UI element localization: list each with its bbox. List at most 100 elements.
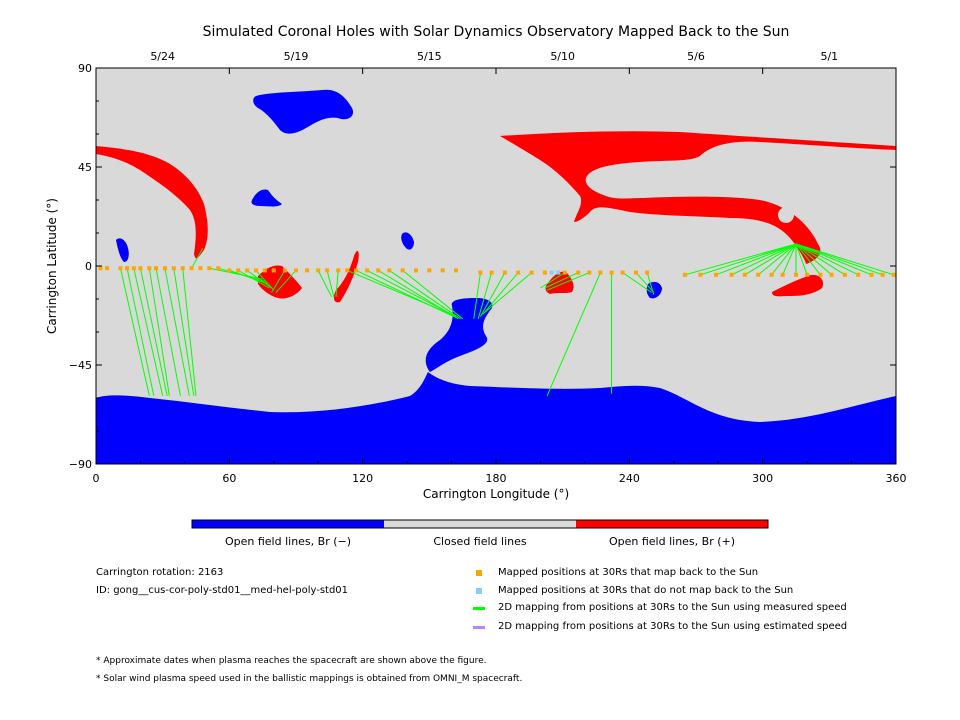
colorbar-open-negative [192, 520, 384, 528]
measured-mapping-line [546, 272, 601, 396]
mapped-position-point [542, 270, 547, 275]
line-marker-icon [473, 607, 485, 610]
mapped-position-point [620, 270, 625, 275]
x-tick-label: 360 [886, 472, 907, 485]
measured-speed-mapping-lines [119, 243, 894, 396]
top-date-axis: 5/24 5/19 5/15 5/10 5/6 5/1 [150, 50, 838, 63]
mapped-positions [98, 266, 896, 277]
measured-mapping-line [795, 243, 821, 276]
measured-mapping-line [326, 270, 335, 297]
mapped-position-point [198, 266, 203, 271]
positive-lobe-east [772, 274, 824, 297]
mapped-position-point [147, 266, 152, 271]
x-axis-label: Carrington Longitude (°) [423, 487, 569, 501]
mapped-position-point [271, 268, 276, 273]
mapped-position-point [227, 268, 232, 273]
colorbar-frame [191, 519, 769, 529]
measured-mapping-line [635, 272, 655, 293]
measured-mapping-line [795, 243, 846, 276]
mapped-position-point [138, 266, 143, 271]
mapped-position-point [282, 268, 287, 273]
legend-label: 2D mapping from positions at 30Rs to the… [498, 621, 848, 632]
measured-mapping-line [731, 243, 797, 276]
mapped-position-point [489, 270, 494, 275]
top-date-label: 5/15 [417, 50, 442, 63]
measured-mapping-line [795, 243, 808, 275]
mapped-position-point [780, 272, 785, 277]
measured-mapping-line [700, 243, 797, 276]
measured-mapping-line [317, 270, 333, 298]
mapped-position-point [189, 266, 194, 271]
x-tick-label: 120 [352, 472, 373, 485]
mapped-position-point [609, 270, 614, 275]
mapped-position-point [98, 266, 103, 271]
mapped-position-point [842, 272, 847, 277]
mapped-position-point [354, 268, 358, 273]
measured-mapping-line [133, 268, 164, 396]
mapped-position-point [131, 266, 136, 271]
mapped-position-point [829, 272, 834, 277]
mapped-position-point [516, 270, 521, 275]
plot-area [96, 68, 896, 464]
measured-mapping-line [377, 269, 459, 320]
positive-hole-small-2 [333, 250, 359, 303]
mapped-position-point [714, 272, 718, 277]
mapped-position-point [698, 272, 703, 277]
mapped-position-point [454, 268, 458, 273]
mapped-position-point [216, 266, 221, 271]
measured-mapping-line [275, 270, 297, 293]
measured-mapping-line [484, 272, 532, 313]
measured-mapping-line [744, 243, 797, 276]
small-coronal-hole-1 [251, 189, 282, 207]
x-tick-label: 0 [93, 472, 100, 485]
mapped-position-point [262, 268, 267, 273]
top-date-label: 5/19 [284, 50, 309, 63]
mapped-position-point [682, 272, 687, 277]
positive-hole-small-1 [258, 265, 302, 299]
colorbar-closed [384, 520, 576, 528]
mapped-position-point [245, 268, 250, 273]
mapped-position-point [414, 268, 418, 273]
mapped-position-point [576, 270, 581, 275]
chart-title: Simulated Coronal Holes with Solar Dynam… [203, 24, 790, 40]
mapped-position-point [869, 272, 874, 277]
mapped-position-point [529, 270, 534, 275]
measured-mapping-line [255, 270, 275, 291]
mapped-position-point [400, 268, 405, 273]
y-tick-label: 45 [78, 161, 92, 174]
equatorial-coronal-hole-neg [425, 298, 493, 372]
measured-mapping-line [139, 268, 168, 396]
colorbar: Open field lines, Br (−) Closed field li… [191, 519, 769, 548]
measured-mapping-line [795, 243, 894, 276]
y-tick-label: −90 [69, 458, 92, 471]
x-tick-label: 300 [752, 472, 773, 485]
north-coronal-hole-neg [253, 89, 354, 134]
mapped-position-point [502, 270, 507, 275]
measured-mapping-line [795, 243, 872, 276]
mapped-position-point [645, 270, 650, 275]
measured-mapping-line [546, 272, 590, 291]
mapped-position-point [880, 272, 885, 277]
measured-mapping-line [271, 270, 286, 293]
measured-mapping-line [155, 268, 181, 396]
mapped-position-point [325, 268, 330, 273]
y-axis: 90 45 0 −45 −90 [69, 62, 896, 471]
mapped-position-point [587, 270, 592, 275]
mapped-position-point [440, 268, 445, 273]
north-coronal-hole-pos [500, 131, 896, 264]
y-axis-label: Carrington Latitude (°) [45, 198, 59, 334]
unmapped-position-point [549, 270, 554, 275]
measured-mapping-line [402, 270, 463, 320]
mapped-position-point [756, 272, 761, 277]
south-polar-coronal-hole [96, 372, 896, 464]
measured-mapping-line [119, 268, 150, 396]
mapped-position-point [254, 268, 258, 273]
mapped-position-point [891, 272, 896, 277]
x-tick-label: 180 [486, 472, 507, 485]
top-date-label: 5/10 [550, 50, 575, 63]
small-coronal-hole-4 [646, 281, 662, 299]
square-marker-icon [476, 570, 482, 576]
measured-mapping-line [782, 243, 797, 275]
measured-mapping-line [646, 272, 655, 295]
colorbar-label-negative: Open field lines, Br (−) [225, 535, 351, 548]
